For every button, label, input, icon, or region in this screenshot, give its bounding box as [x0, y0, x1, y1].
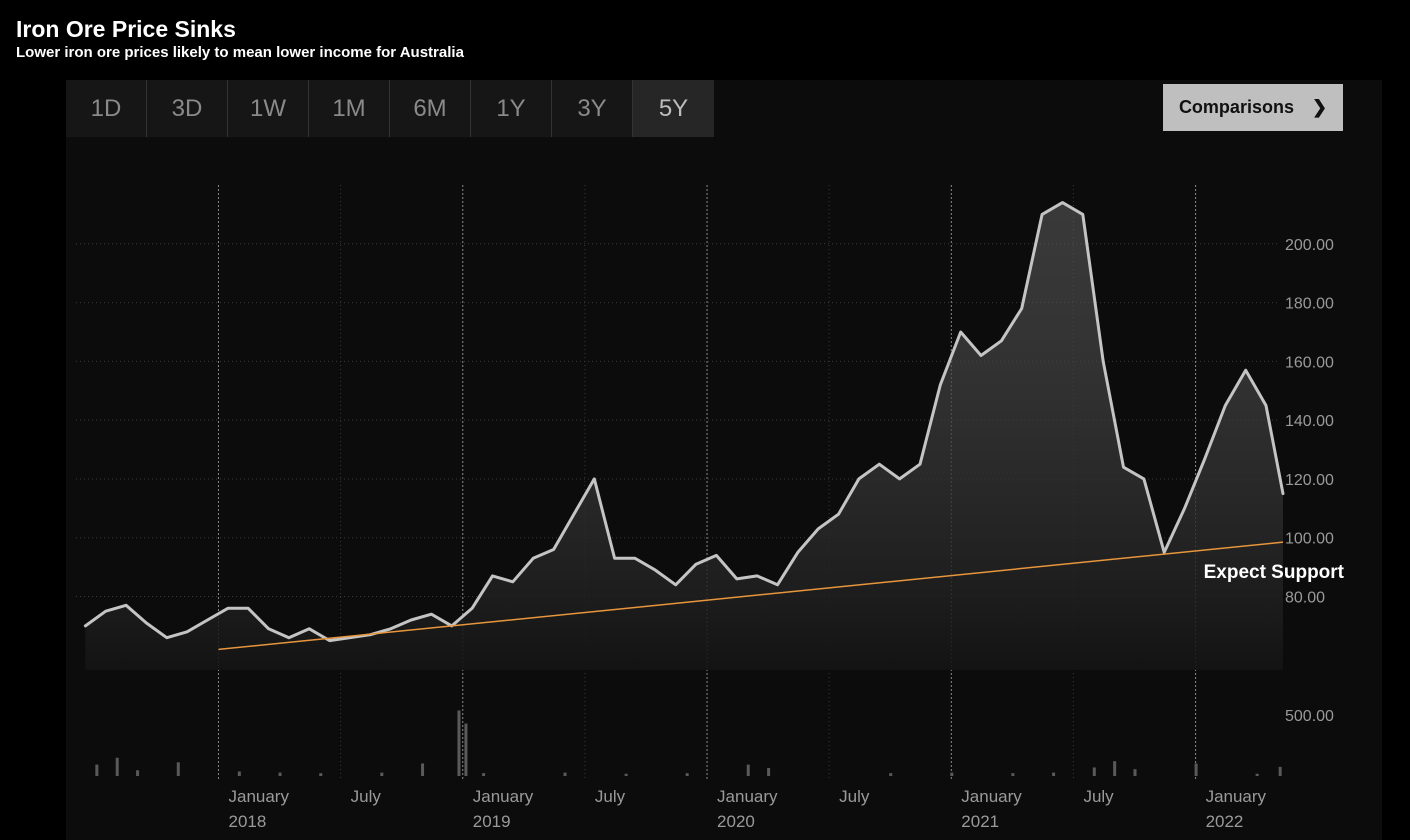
volume-bar: [1278, 766, 1282, 776]
tab-3d[interactable]: 3D: [147, 80, 228, 137]
x-tick-label-month: July: [839, 787, 870, 806]
x-tick-label-month: July: [1083, 787, 1114, 806]
volume-bar: [95, 764, 99, 776]
volume-bar: [1113, 761, 1117, 776]
price-line: [83, 201, 1285, 643]
chevron-right-icon: ❯: [1311, 97, 1328, 117]
volume-bar: [889, 773, 893, 776]
volume-bar: [767, 768, 771, 776]
timeframe-tabs: 1D 3D 1W 1M 6M 1Y 3Y 5Y: [66, 80, 714, 137]
volume-bar: [685, 773, 689, 776]
y-tick-label: 80.00: [1285, 590, 1325, 607]
volume-bar: [1255, 773, 1259, 776]
y-tick-label: 160.00: [1285, 354, 1334, 371]
volume-bar: [1092, 767, 1096, 776]
x-tick-label-month: July: [595, 787, 626, 806]
y-tick-label: 200.00: [1285, 237, 1334, 254]
chart-title: Iron Ore Price Sinks: [16, 16, 236, 42]
tab-5y[interactable]: 5Y: [633, 80, 714, 137]
tab-1y[interactable]: 1Y: [471, 80, 552, 137]
volume-bar: [237, 771, 241, 776]
x-tick-label-month: July: [351, 787, 382, 806]
y-tick-label: 120.00: [1285, 472, 1334, 489]
support-annotation: Expect Support: [1204, 562, 1345, 583]
volume-bar: [176, 762, 180, 776]
volume-bar: [136, 770, 140, 776]
x-tick-label-month: January: [228, 787, 289, 806]
volume-bar: [421, 763, 425, 776]
tab-1m[interactable]: 1M: [309, 80, 390, 137]
x-tick-label-year: 2019: [473, 812, 511, 831]
volume-bar: [746, 764, 750, 776]
comparisons-button[interactable]: Comparisons ❯: [1163, 84, 1343, 131]
volume-bar: [563, 772, 567, 776]
tab-3y[interactable]: 3Y: [552, 80, 633, 137]
y-tick-label: 180.00: [1285, 296, 1334, 313]
price-area: [85, 202, 1283, 670]
x-tick-label-year: 2020: [717, 812, 755, 831]
x-tick-label-year: 2021: [961, 812, 999, 831]
x-tick-label-month: January: [961, 787, 1022, 806]
chart-subtitle: Lower iron ore prices likely to mean low…: [16, 44, 464, 61]
volume-bar: [464, 723, 468, 776]
volume-bar: [1194, 763, 1198, 776]
volume-bar: [1052, 772, 1056, 776]
volume-bar: [457, 710, 461, 776]
volume-bar: [1011, 773, 1015, 776]
volume-bar: [319, 773, 323, 776]
volume-bar: [115, 757, 119, 776]
y-tick-label: 100.00: [1285, 531, 1334, 548]
support-trend-line: [218, 541, 1284, 651]
tab-6m[interactable]: 6M: [390, 80, 471, 137]
volume-tick-label: 500.00: [1285, 708, 1334, 725]
volume-bar: [278, 772, 282, 776]
volume-bar: [482, 773, 486, 776]
volume-bar: [380, 772, 384, 776]
tab-1d[interactable]: 1D: [66, 80, 147, 137]
tab-1w[interactable]: 1W: [228, 80, 309, 137]
x-tick-label-year: 2022: [1206, 812, 1244, 831]
x-tick-label-month: January: [473, 787, 534, 806]
x-tick-label-month: January: [717, 787, 778, 806]
volume-bar: [624, 773, 628, 776]
comparisons-label: Comparisons: [1178, 97, 1294, 117]
volume-bar: [1133, 769, 1137, 776]
chart-panel: Expect Support 80.00 100.00 120.00 140.00 160…: [66, 80, 1382, 840]
y-tick-label: 140.00: [1285, 413, 1334, 430]
x-tick-label-year: 2018: [228, 812, 266, 831]
chart-header: Iron Ore Price Sinks Lower iron ore pric…: [16, 16, 464, 64]
volume-bar: [950, 772, 954, 776]
price-chart: Expect Support 80.00 100.00 120.00 140.00 160…: [76, 185, 1345, 831]
x-tick-label-month: January: [1206, 787, 1267, 806]
